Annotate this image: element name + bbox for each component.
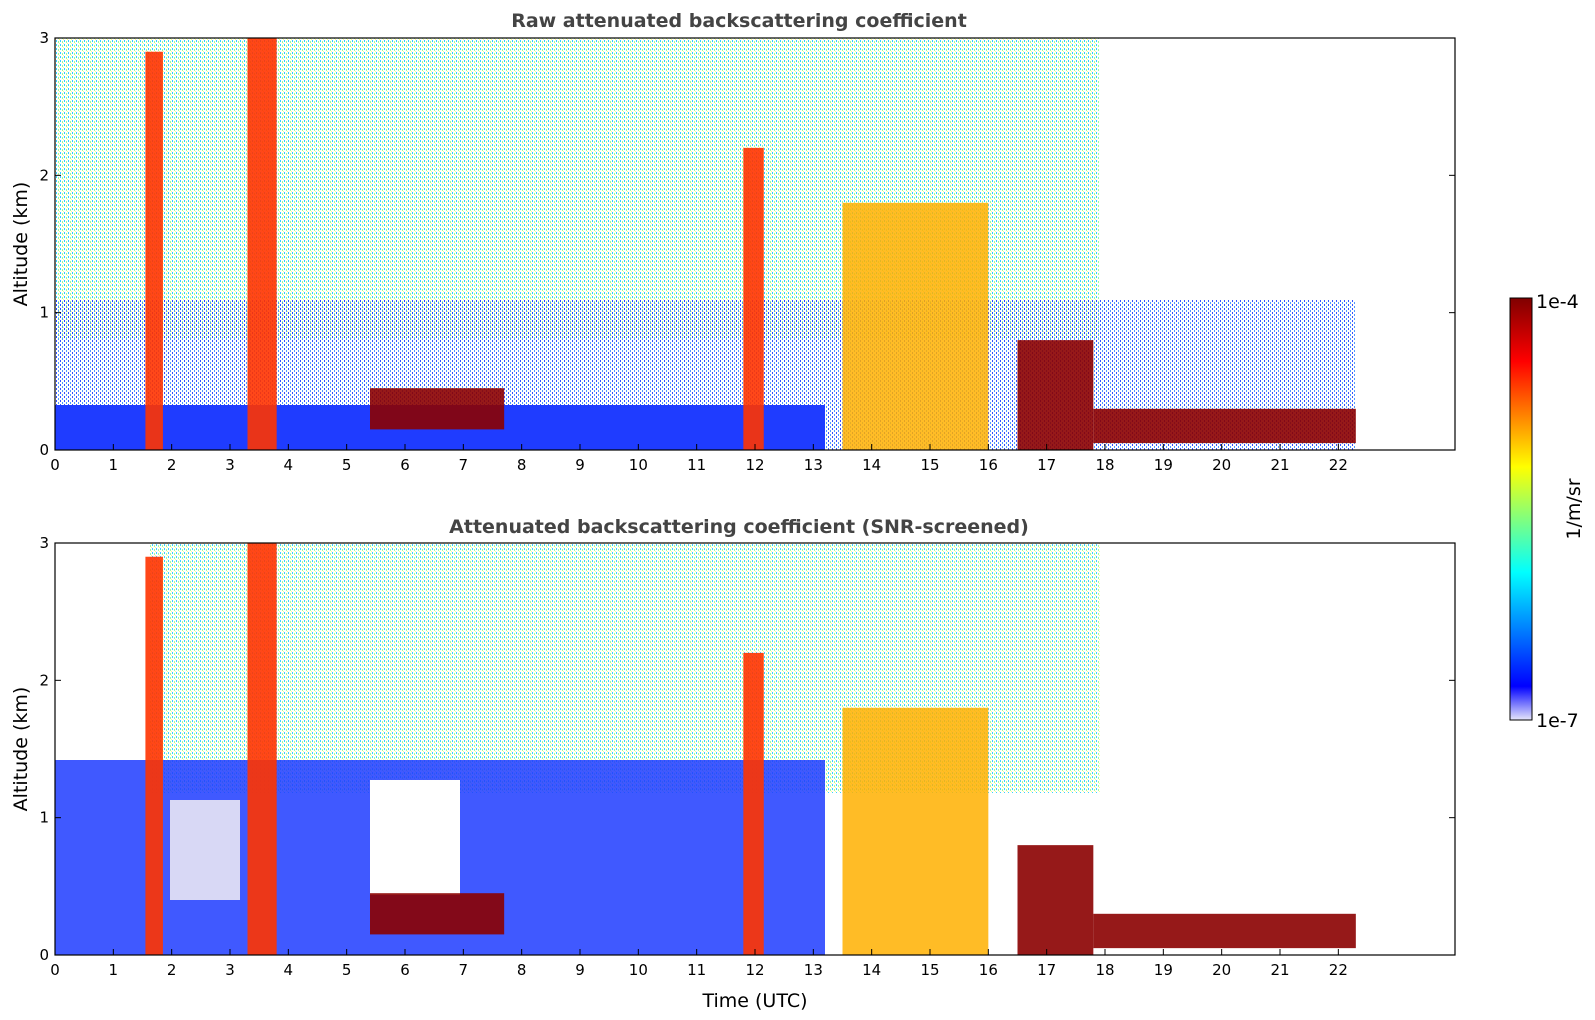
y-tick-label: 0 bbox=[39, 946, 49, 964]
x-tick-label: 10 bbox=[629, 961, 648, 979]
x-tick-label: 0 bbox=[50, 961, 60, 979]
x-tick-label: 1 bbox=[109, 456, 119, 474]
y-tick-label: 3 bbox=[39, 29, 49, 47]
x-tick-label: 0 bbox=[50, 456, 60, 474]
x-tick-label: 21 bbox=[1270, 961, 1289, 979]
x-tick-label: 13 bbox=[804, 961, 823, 979]
feature-band bbox=[145, 51, 163, 450]
colorbar-min-label: 1e-7 bbox=[1536, 710, 1579, 732]
x-tick-label: 3 bbox=[225, 961, 235, 979]
heatmap-area-screened bbox=[55, 543, 1356, 955]
clear-gap-screened bbox=[370, 780, 460, 895]
y-tick-label: 2 bbox=[39, 671, 49, 689]
x-tick-label: 14 bbox=[862, 456, 881, 474]
feature-band bbox=[743, 652, 764, 955]
colorbar-max-label: 1e-4 bbox=[1536, 291, 1579, 313]
features-raw bbox=[145, 38, 1356, 450]
y-tick-label: 1 bbox=[39, 809, 49, 827]
x-tick-label: 13 bbox=[804, 456, 823, 474]
x-axis-label: Time (UTC) bbox=[701, 990, 807, 1012]
x-tick-label: 15 bbox=[920, 456, 939, 474]
x-tick-label: 6 bbox=[400, 961, 410, 979]
y-tick-label: 1 bbox=[39, 304, 49, 322]
x-tick-label: 16 bbox=[979, 456, 998, 474]
colorbar: 1e-4 1e-7 1/m/sr bbox=[1509, 291, 1585, 732]
feature-band bbox=[370, 388, 505, 430]
x-tick-label: 20 bbox=[1212, 961, 1231, 979]
feature-band bbox=[1017, 845, 1094, 955]
heatmap-area-raw bbox=[55, 38, 1356, 450]
y-tick-label: 0 bbox=[39, 441, 49, 459]
y-axis-label-screened: Altitude (km) bbox=[10, 687, 32, 812]
panel-title-screened: Attenuated backscattering coefficient (S… bbox=[449, 516, 1029, 538]
colorbar-gradient bbox=[1509, 297, 1533, 721]
feature-band bbox=[842, 707, 989, 955]
x-tick-label: 9 bbox=[575, 961, 585, 979]
x-tick-label: 11 bbox=[687, 456, 706, 474]
x-tick-label: 19 bbox=[1154, 456, 1173, 474]
x-tick-label: 22 bbox=[1329, 961, 1348, 979]
y-ticks-raw: 0 1 2 3 bbox=[39, 29, 1455, 459]
x-tick-label: 4 bbox=[284, 456, 294, 474]
feature-band bbox=[1093, 913, 1356, 949]
feature-band bbox=[743, 147, 764, 450]
x-tick-label: 17 bbox=[1037, 456, 1056, 474]
x-tick-label: 14 bbox=[862, 961, 881, 979]
feature-band bbox=[247, 38, 277, 450]
x-tick-label: 17 bbox=[1037, 961, 1056, 979]
x-tick-label: 19 bbox=[1154, 961, 1173, 979]
y-tick-label: 3 bbox=[39, 534, 49, 552]
panel-title-raw: Raw attenuated backscattering coefficien… bbox=[511, 10, 967, 32]
x-tick-label: 3 bbox=[225, 456, 235, 474]
panel-screened: Attenuated backscattering coefficient (S… bbox=[10, 516, 1456, 1012]
x-tick-label: 8 bbox=[517, 961, 527, 979]
x-tick-label: 15 bbox=[920, 961, 939, 979]
feature-band bbox=[1017, 340, 1094, 450]
x-tick-label: 21 bbox=[1270, 456, 1289, 474]
lavender-region-screened bbox=[170, 800, 240, 900]
feature-band bbox=[842, 202, 989, 450]
colorbar-label: 1/m/sr bbox=[1563, 478, 1585, 539]
panel-raw: Raw attenuated backscattering coefficien… bbox=[10, 10, 1456, 474]
x-ticks-screened: 0 1 2 3 4 5 6 7 8 9 10 11 12 13 14 15 16 17 18 19 20 21 22 bbox=[50, 949, 1348, 979]
x-tick-label: 16 bbox=[979, 961, 998, 979]
x-tick-label: 20 bbox=[1212, 456, 1231, 474]
feature-band bbox=[1093, 408, 1356, 444]
feature-band bbox=[145, 556, 163, 955]
x-tick-label: 1 bbox=[109, 961, 119, 979]
x-tick-label: 5 bbox=[342, 961, 352, 979]
x-tick-label: 9 bbox=[575, 456, 585, 474]
x-tick-label: 7 bbox=[459, 456, 469, 474]
x-tick-label: 10 bbox=[629, 456, 648, 474]
x-tick-label: 12 bbox=[745, 456, 764, 474]
x-tick-label: 8 bbox=[517, 456, 527, 474]
x-ticks-raw: 0 1 2 3 4 5 6 7 8 9 10 11 12 13 14 15 16 17 18 19 20 21 22 bbox=[50, 444, 1348, 474]
y-tick-label: 2 bbox=[39, 166, 49, 184]
x-tick-label: 22 bbox=[1329, 456, 1348, 474]
x-tick-label: 11 bbox=[687, 961, 706, 979]
features-screened bbox=[145, 543, 1356, 955]
x-tick-label: 4 bbox=[284, 961, 294, 979]
x-tick-label: 12 bbox=[745, 961, 764, 979]
feature-band bbox=[247, 543, 277, 955]
x-tick-label: 2 bbox=[167, 961, 177, 979]
y-ticks-screened: 0 1 2 3 bbox=[39, 534, 1455, 964]
x-tick-label: 7 bbox=[459, 961, 469, 979]
feature-band bbox=[370, 893, 505, 935]
x-tick-label: 5 bbox=[342, 456, 352, 474]
x-tick-label: 6 bbox=[400, 456, 410, 474]
x-tick-label: 18 bbox=[1095, 456, 1114, 474]
y-axis-label-raw: Altitude (km) bbox=[10, 182, 32, 307]
x-tick-label: 18 bbox=[1095, 961, 1114, 979]
x-tick-label: 2 bbox=[167, 456, 177, 474]
